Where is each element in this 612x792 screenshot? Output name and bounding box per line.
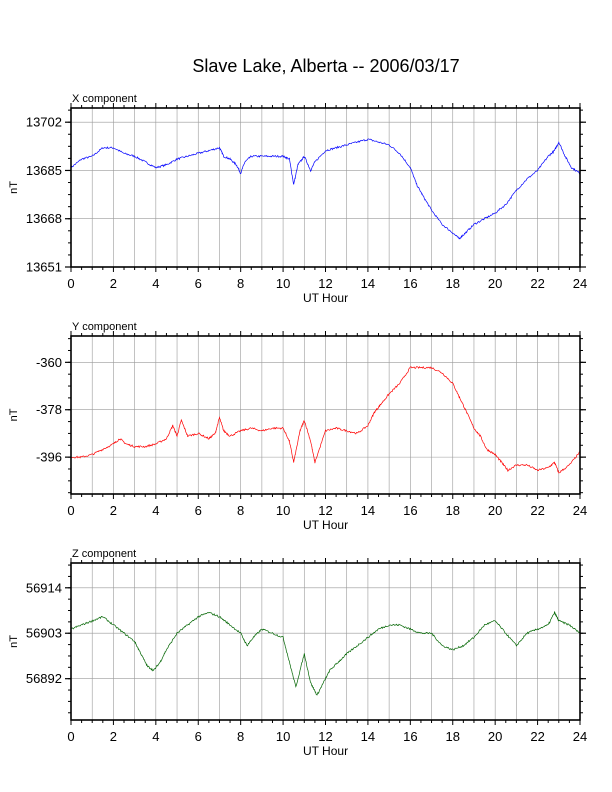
- y-tick-label: 13668: [26, 211, 62, 226]
- x-tick-label: 22: [530, 503, 544, 518]
- x-tick-label: 16: [403, 503, 417, 518]
- y-tick-label: 13651: [26, 260, 62, 275]
- x-tick-label: 8: [237, 503, 244, 518]
- x-tick-label: 4: [152, 729, 159, 744]
- y-tick-label: 56914: [26, 580, 62, 595]
- x-axis-label: UT Hour: [303, 744, 348, 758]
- x-tick-label: 20: [488, 503, 502, 518]
- x-tick-label: 16: [403, 276, 417, 291]
- x-tick-label: 6: [195, 276, 202, 291]
- panel-1: 0 2 4 6 8 10 12 14 16 18 20 22 241365113668136851370…: [8, 93, 587, 305]
- x-tick-label: 14: [361, 503, 375, 518]
- x-tick-label: 12: [318, 729, 332, 744]
- x-tick-label: 0: [67, 729, 74, 744]
- x-tick-label: 20: [488, 276, 502, 291]
- y-tick-label: -396: [36, 450, 62, 465]
- y-axis-label: nT: [8, 181, 20, 194]
- y-tick-label: 13702: [26, 115, 62, 130]
- panel-title: X component: [72, 93, 137, 105]
- y-tick-label: -378: [36, 402, 62, 417]
- x-tick-label: 12: [318, 276, 332, 291]
- y-tick-label: -360: [36, 355, 62, 370]
- x-axis-label: UT Hour: [303, 291, 348, 305]
- series-line: [70, 138, 581, 240]
- x-tick-label: 18: [446, 729, 460, 744]
- series-line: [70, 365, 581, 474]
- panel-title: Y component: [72, 321, 137, 333]
- x-tick-label: 6: [195, 503, 202, 518]
- x-tick-label: 2: [110, 729, 117, 744]
- x-tick-label: 18: [446, 276, 460, 291]
- x-tick-label: 18: [446, 503, 460, 518]
- x-tick-label: 6: [195, 729, 202, 744]
- x-tick-label: 14: [361, 729, 375, 744]
- y-tick-label: 13685: [26, 163, 62, 178]
- y-tick-label: 56903: [26, 626, 62, 641]
- x-tick-label: 10: [276, 729, 290, 744]
- panel-title: Z component: [72, 548, 136, 560]
- x-tick-label: 8: [237, 729, 244, 744]
- x-tick-label: 8: [237, 276, 244, 291]
- x-axis-label: UT Hour: [303, 518, 348, 532]
- series-line: [70, 610, 581, 696]
- y-tick-label: 56892: [26, 671, 62, 686]
- x-tick-label: 24: [573, 503, 587, 518]
- x-tick-label: 20: [488, 729, 502, 744]
- x-tick-label: 24: [573, 729, 587, 744]
- x-tick-label: 10: [276, 503, 290, 518]
- x-tick-label: 22: [530, 729, 544, 744]
- x-tick-label: 0: [67, 276, 74, 291]
- page-title: Slave Lake, Alberta -- 2006/03/17: [192, 56, 460, 76]
- y-axis-label: nT: [8, 635, 20, 648]
- x-tick-label: 12: [318, 503, 332, 518]
- x-tick-label: 2: [110, 503, 117, 518]
- x-tick-label: 16: [403, 729, 417, 744]
- x-tick-label: 2: [110, 276, 117, 291]
- x-tick-label: 4: [152, 276, 159, 291]
- x-tick-label: 4: [152, 503, 159, 518]
- x-tick-label: 22: [530, 276, 544, 291]
- x-tick-label: 24: [573, 276, 587, 291]
- x-tick-label: 14: [361, 276, 375, 291]
- x-tick-label: 10: [276, 276, 290, 291]
- y-axis-label: nT: [8, 408, 20, 421]
- x-tick-label: 0: [67, 503, 74, 518]
